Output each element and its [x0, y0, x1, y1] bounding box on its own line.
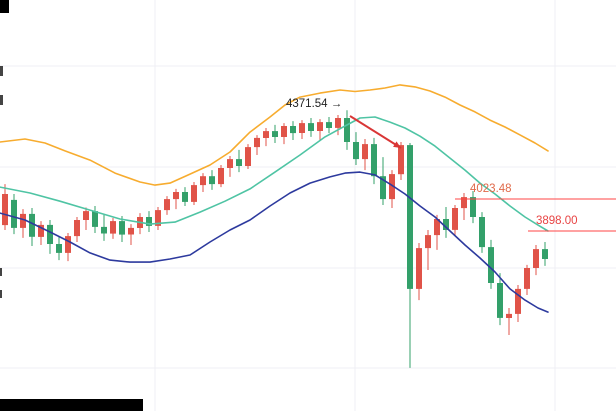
candle-body	[182, 192, 188, 202]
candle-body	[38, 224, 44, 237]
candle-body	[281, 126, 287, 137]
lower-band-line	[0, 171, 549, 313]
candle-body	[200, 176, 206, 186]
left-edge-artifact	[0, 268, 2, 276]
candle-body	[227, 159, 233, 168]
candle-body	[299, 123, 305, 133]
candle-body	[110, 221, 116, 234]
candle-body	[254, 137, 260, 148]
candle-body	[344, 118, 350, 142]
upper-band-line	[0, 84, 549, 186]
candle-body	[11, 199, 17, 228]
candle-body	[146, 217, 152, 226]
candle-body	[83, 211, 89, 220]
candles-layer	[2, 110, 548, 368]
candle-body	[515, 288, 521, 314]
candle-body	[335, 118, 341, 128]
left-edge-artifact	[0, 95, 3, 105]
candle-body	[263, 131, 269, 138]
candle-body	[452, 208, 458, 230]
candle-body	[164, 199, 170, 211]
candle-body	[101, 226, 107, 234]
candle-body	[2, 194, 8, 226]
trend-arrow-head	[393, 141, 401, 148]
candle-body	[434, 219, 440, 236]
candle-body	[470, 197, 476, 217]
candle-body	[443, 219, 449, 230]
middle-band-line	[0, 116, 549, 232]
candle-body	[209, 176, 215, 185]
candle-body	[191, 185, 197, 202]
candle-body	[74, 220, 80, 237]
candle-body	[416, 248, 422, 289]
candle-body	[65, 236, 71, 253]
candle-body	[371, 144, 377, 177]
price-alert-label: 3898.00	[536, 215, 578, 227]
trend-arrow-shaft	[349, 115, 402, 149]
candle-body	[380, 176, 386, 200]
candle-body	[290, 126, 296, 134]
candle-body	[155, 210, 161, 226]
candle-body	[542, 249, 548, 259]
price-alert-label: 4023.48	[470, 183, 512, 195]
candle-body	[119, 221, 125, 235]
candle-body	[173, 192, 179, 200]
left-edge-artifact	[0, 66, 3, 76]
candle-body	[398, 145, 404, 175]
candle-body	[479, 217, 485, 248]
candle-body	[506, 313, 512, 318]
candle-body	[497, 283, 503, 318]
candle-body	[326, 122, 332, 128]
candle-body	[353, 142, 359, 160]
candle-body	[128, 227, 134, 235]
taskbar-artifact	[0, 399, 143, 411]
candle-body	[533, 249, 539, 268]
candle-body	[524, 268, 530, 289]
candle-body	[56, 244, 62, 253]
candle-body	[20, 213, 26, 228]
candle-body	[317, 122, 323, 131]
candle-body	[272, 131, 278, 137]
left-edge-artifact	[0, 290, 2, 298]
candle-body	[218, 168, 224, 185]
window-artifact-top-left	[0, 0, 9, 13]
candle-body	[407, 145, 413, 289]
candle-body	[308, 123, 314, 131]
peak-price-label: 4371.54 →	[286, 98, 342, 110]
candle-body	[47, 224, 53, 244]
candle-body	[389, 174, 395, 200]
candle-body	[92, 211, 98, 227]
candle-body	[245, 147, 251, 166]
candle-body	[425, 235, 431, 249]
candle-body	[488, 247, 494, 283]
candle-body	[461, 197, 467, 209]
candle-body	[362, 144, 368, 160]
candle-body	[236, 159, 242, 166]
candle-body	[29, 213, 35, 237]
